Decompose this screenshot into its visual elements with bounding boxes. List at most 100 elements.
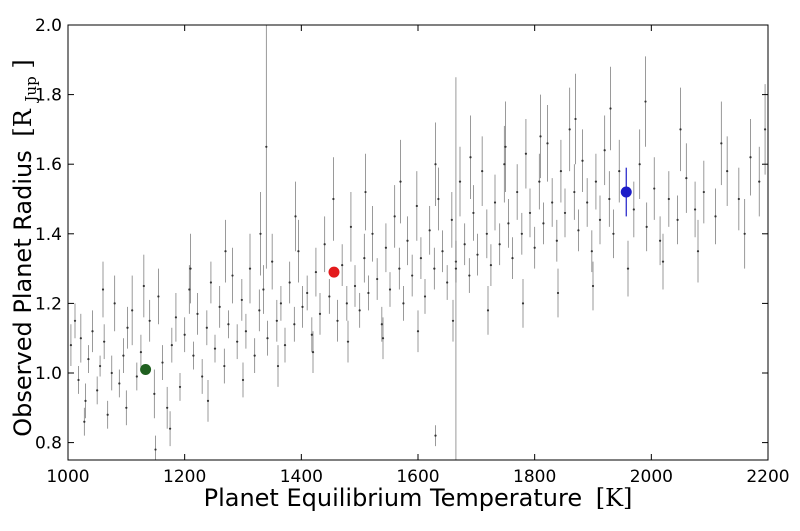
data-point (612, 232, 615, 235)
data-point (481, 170, 484, 173)
tick-label-layer: 1000 1200 1400 1600 1800 2000 2200 0.8 1.0 1.2 1.4… (35, 16, 790, 487)
data-point (336, 319, 339, 322)
data-point (126, 326, 129, 329)
data-point (209, 281, 213, 284)
data-point (489, 264, 493, 267)
data-point (213, 347, 217, 350)
data-point (311, 351, 315, 354)
data-point (419, 257, 423, 260)
y-tick-label: 1.4 (35, 225, 62, 245)
data-point (388, 288, 392, 291)
x-tick-label: 2200 (746, 467, 789, 487)
data-point (590, 250, 593, 253)
data-point (406, 239, 409, 242)
highlighted-points-layer (140, 167, 632, 376)
y-axis-label-unit-sub: Jup (22, 76, 40, 103)
data-point (696, 250, 700, 253)
data-point (423, 295, 427, 298)
data-point (726, 170, 729, 173)
data-point (113, 302, 116, 305)
data-point (416, 330, 420, 333)
data-point (521, 302, 525, 305)
data-point (472, 211, 475, 215)
data-point (538, 180, 541, 183)
tick-layer (67, 24, 769, 460)
data-point (196, 312, 199, 315)
data-point (685, 177, 688, 180)
highlight-point (620, 186, 632, 198)
data-point (608, 197, 611, 201)
data-point (437, 197, 440, 201)
data-point (551, 201, 554, 204)
data-point (306, 291, 309, 295)
data-point (428, 229, 431, 232)
data-point (367, 291, 370, 295)
data-point (118, 382, 121, 385)
x-axis-label-unit: [K] (596, 484, 633, 512)
errorbar-layer (69, 25, 767, 460)
y-tick-label: 1.8 (35, 86, 62, 106)
data-point (743, 232, 746, 235)
data-point (603, 149, 606, 152)
data-point (381, 337, 385, 340)
x-axis-label-text: Planet Equilibrium Temperature (204, 484, 583, 512)
data-point (574, 117, 577, 121)
data-point (380, 323, 383, 326)
data-point (393, 215, 396, 218)
data-point (358, 309, 361, 312)
data-point (638, 163, 641, 166)
data-point (262, 288, 265, 291)
data-point (441, 250, 444, 253)
data-point (170, 344, 173, 347)
data-point (632, 208, 635, 211)
data-point (468, 274, 471, 277)
data-point (411, 274, 414, 277)
y-tick-label: 2.0 (35, 16, 62, 36)
data-point (626, 267, 630, 270)
data-point (463, 243, 466, 246)
data-point (84, 399, 87, 402)
data-point (275, 319, 278, 322)
data-point (218, 305, 221, 308)
data-point (231, 274, 234, 277)
data-point (328, 295, 331, 298)
data-point (454, 267, 458, 270)
data-point (693, 208, 697, 211)
data-point (201, 375, 204, 378)
data-point (516, 190, 519, 194)
data-point (139, 351, 143, 354)
data-point (446, 281, 449, 284)
highlight-point (140, 364, 152, 376)
data-point (434, 163, 437, 166)
data-point (103, 340, 106, 343)
data-point (166, 406, 169, 409)
data-point (469, 156, 472, 159)
data-point (297, 250, 300, 253)
data-point (667, 197, 670, 201)
data-point (451, 319, 455, 322)
data-point (376, 277, 379, 281)
data-point (644, 100, 647, 103)
x-tick-label: 1200 (163, 467, 206, 487)
y-axis-label: Observed Planet Radius [R Jup ] (9, 59, 42, 436)
data-point (148, 319, 151, 322)
y-tick-label: 1.2 (35, 294, 62, 314)
data-point (174, 316, 178, 319)
data-point (122, 354, 125, 357)
data-point (458, 180, 462, 183)
data-point (73, 319, 77, 322)
x-tick-label: 1400 (280, 467, 323, 487)
data-point (476, 253, 479, 256)
data-point (224, 250, 227, 253)
data-point (77, 378, 80, 382)
data-point (749, 156, 752, 159)
data-point (240, 298, 243, 302)
data-point (248, 267, 252, 270)
data-point (581, 159, 584, 162)
data-point (125, 406, 128, 409)
data-point (714, 215, 717, 218)
data-point (702, 190, 705, 194)
data-point (98, 364, 102, 368)
data-point (79, 337, 82, 340)
data-point (288, 281, 291, 284)
